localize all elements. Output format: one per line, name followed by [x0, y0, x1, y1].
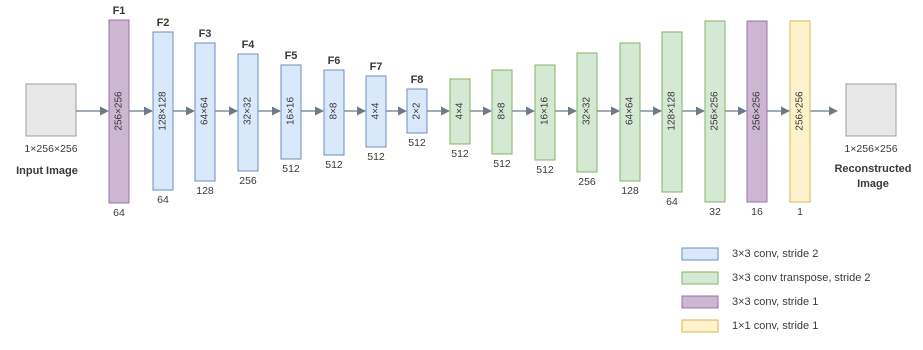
layer-size-label: 4×4	[371, 102, 382, 119]
layer-title-label: F7	[370, 61, 383, 73]
legend-swatch	[681, 271, 719, 285]
output-label-line1: Reconstructed	[834, 163, 911, 175]
layer-channels-label: 16	[751, 206, 763, 218]
layer-channels-label: 32	[709, 206, 721, 218]
input-image	[25, 83, 77, 137]
layer-title-label: F1	[113, 5, 126, 17]
layer-channels-label: 512	[451, 148, 469, 160]
input-label: Input Image	[16, 165, 78, 177]
layer-block-11: 16×16 512	[534, 64, 556, 176]
layer-channels-label: 512	[408, 137, 426, 149]
layer-title-label: F4	[242, 39, 256, 51]
layer-channels-label: 64	[113, 207, 125, 219]
layer-title-label: F3	[199, 28, 212, 40]
layer-channels-label: 64	[157, 194, 169, 206]
layer-channels-label: 256	[578, 176, 596, 188]
layer-box	[406, 88, 428, 134]
layer-blocks: 256×256 64 F1 128×128 64 F2 64×64 128 F3 32×32 256…	[108, 5, 811, 219]
layer-block-12: 32×32 256	[576, 52, 598, 188]
output-label-line2: Image	[857, 178, 889, 190]
legend-item-4: 1×1 conv, stride 1	[681, 319, 818, 333]
layer-box	[108, 19, 130, 204]
layer-box	[661, 31, 683, 193]
legend-label: 3×3 conv, stride 2	[732, 248, 818, 260]
layer-block-17: 256×256 1	[789, 20, 811, 218]
legend: 3×3 conv, stride 2 3×3 conv transpose, st…	[681, 247, 871, 333]
layer-channels-label: 512	[325, 159, 343, 171]
layer-size-label: 2×2	[412, 102, 423, 119]
layer-channels-label: 64	[666, 196, 678, 208]
layer-size-label: 16×16	[286, 97, 297, 126]
layer-box	[323, 69, 345, 156]
layer-block-1: 256×256 64 F1	[108, 5, 130, 219]
layer-box	[619, 42, 641, 182]
layer-channels-label: 512	[493, 158, 511, 170]
layer-box	[152, 31, 174, 191]
input-dims: 1×256×256	[24, 143, 77, 155]
layer-block-5: 16×16 512 F5	[280, 50, 302, 175]
layer-size-label: 8×8	[497, 102, 508, 119]
layer-size-label: 4×4	[455, 102, 466, 119]
layer-title-label: F8	[411, 74, 424, 86]
layer-box	[280, 64, 302, 160]
layer-block-6: 8×8 512 F6	[323, 55, 345, 171]
layer-title-label: F5	[285, 50, 298, 62]
layer-size-label: 256×256	[114, 91, 125, 131]
legend-item-1: 3×3 conv, stride 2	[681, 247, 818, 261]
layer-size-label: 256×256	[710, 91, 721, 131]
legend-item-3: 3×3 conv, stride 1	[681, 295, 818, 309]
layer-channels-label: 128	[196, 185, 214, 197]
layer-title-label: F6	[328, 55, 341, 67]
layer-block-7: 4×4 512 F7	[365, 61, 387, 163]
layer-title-label: F2	[157, 17, 170, 29]
layer-channels-label: 512	[282, 163, 300, 175]
layer-channels-label: 512	[367, 151, 385, 163]
layer-block-9: 4×4 512	[449, 78, 471, 160]
layer-size-label: 16×16	[540, 97, 551, 126]
legend-item-2: 3×3 conv transpose, stride 2	[681, 271, 871, 285]
layer-box	[534, 64, 556, 161]
layer-size-label: 64×64	[200, 97, 211, 126]
layer-box	[365, 75, 387, 148]
layer-box	[746, 20, 768, 203]
legend-label: 3×3 conv, stride 1	[732, 296, 818, 308]
layer-box	[237, 53, 259, 172]
layer-box	[789, 20, 811, 203]
layer-channels-label: 256	[239, 175, 257, 187]
layer-box	[194, 42, 216, 182]
legend-swatch	[681, 319, 719, 333]
layer-box	[576, 52, 598, 173]
layer-box	[449, 78, 471, 145]
layer-box	[491, 69, 513, 155]
layer-block-4: 32×32 256 F4	[237, 39, 259, 187]
layer-size-label: 64×64	[625, 97, 636, 126]
layer-size-label: 256×256	[795, 91, 806, 131]
layer-size-label: 32×32	[582, 97, 593, 126]
layer-size-label: 256×256	[752, 91, 763, 131]
legend-swatch	[681, 295, 719, 309]
layer-size-label: 32×32	[243, 97, 254, 126]
layer-block-8: 2×2 512 F8	[406, 74, 428, 149]
layer-block-14: 128×128 64	[661, 31, 683, 208]
legend-label: 1×1 conv, stride 1	[732, 320, 818, 332]
layer-channels-label: 1	[797, 206, 803, 218]
layer-block-2: 128×128 64 F2	[152, 17, 174, 206]
layer-size-label: 8×8	[329, 102, 340, 119]
layer-size-label: 128×128	[667, 91, 678, 131]
layer-block-3: 64×64 128 F3	[194, 28, 216, 197]
layer-block-10: 8×8 512	[491, 69, 513, 170]
layer-block-15: 256×256 32	[704, 20, 726, 218]
layer-channels-label: 512	[536, 164, 554, 176]
legend-swatch	[681, 247, 719, 261]
layer-box	[704, 20, 726, 203]
layer-block-13: 64×64 128	[619, 42, 641, 197]
legend-label: 3×3 conv transpose, stride 2	[732, 272, 871, 284]
layer-size-label: 128×128	[158, 91, 169, 131]
layer-block-16: 256×256 16	[746, 20, 768, 218]
output-dims: 1×256×256	[844, 143, 897, 155]
reconstructed-image	[845, 83, 897, 137]
layer-channels-label: 128	[621, 185, 639, 197]
